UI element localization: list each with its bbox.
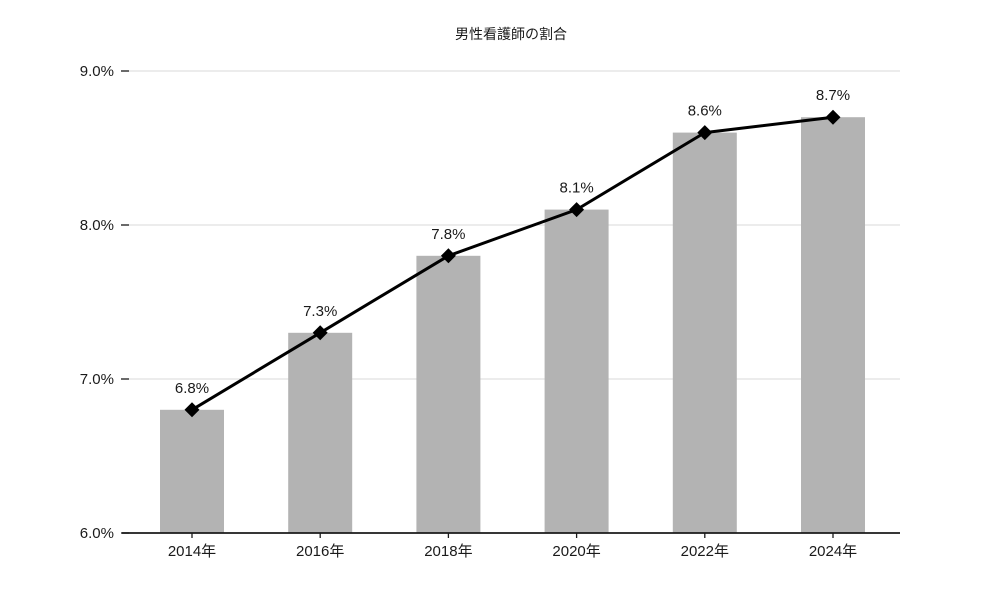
chart-title: 男性看護師の割合: [455, 26, 567, 42]
y-tick-label: 8.0%: [80, 217, 114, 234]
x-tick-label: 2022年: [681, 543, 729, 560]
value-label: 8.6%: [688, 103, 722, 120]
marker-diamond: [440, 248, 456, 264]
value-label: 7.3%: [303, 303, 337, 320]
trend-line: [191, 115, 834, 412]
marker-diamond: [825, 109, 841, 125]
bar: [801, 117, 865, 533]
bar: [416, 255, 481, 534]
value-label: 8.7%: [816, 87, 850, 104]
x-tick-label: 2024年: [809, 543, 857, 560]
marker-diamond: [184, 402, 200, 418]
y-tick-label: 6.0%: [80, 525, 114, 542]
x-tick-label: 2020年: [552, 543, 600, 560]
marker-diamond: [697, 125, 713, 141]
y-tick-label: 7.0%: [80, 371, 114, 388]
y-tick-label: 9.0%: [80, 63, 114, 80]
marker-diamond: [569, 202, 585, 218]
bar: [672, 132, 737, 533]
x-tick-label: 2014年: [168, 543, 216, 560]
value-label: 6.8%: [175, 380, 209, 397]
x-tick-label: 2016年: [296, 543, 344, 560]
marker-diamond: [312, 325, 328, 341]
x-tick-label: 2018年: [424, 543, 472, 560]
bar: [544, 209, 609, 533]
bar: [160, 409, 224, 533]
bar: [288, 332, 353, 533]
value-label: 8.1%: [559, 180, 593, 197]
value-label: 7.8%: [431, 226, 465, 243]
